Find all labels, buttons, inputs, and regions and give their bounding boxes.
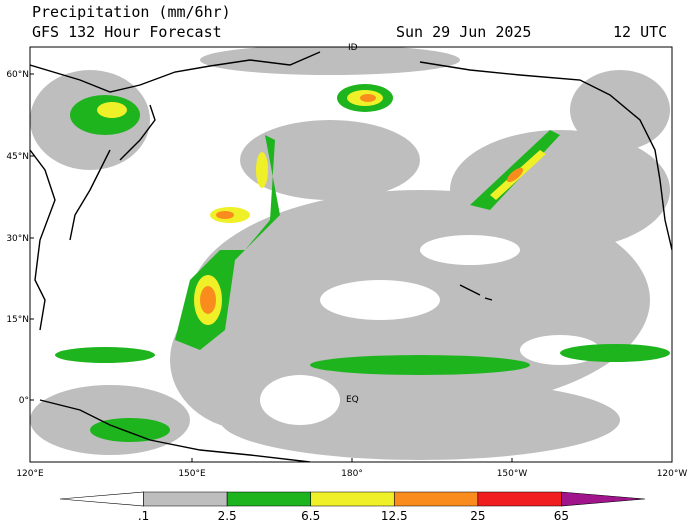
colorbar-swatch (59, 491, 144, 507)
colorbar-label: 6.5 (301, 509, 320, 523)
colorbar-label: .1 (138, 509, 149, 523)
colorbar: .1 2.5 6.5 12.5 25 65 (59, 491, 646, 523)
colorbar-label: 25 (470, 509, 485, 523)
title: Precipitation (mm/6hr) (32, 3, 231, 21)
forecast-date: Sun 29 Jun 2025 (396, 23, 531, 41)
lat-label: 30°N (6, 234, 29, 244)
map-frame (29, 46, 673, 463)
colorbar-swatch (477, 491, 562, 507)
precip-field (30, 47, 670, 460)
colorbar-label: 12.5 (381, 509, 408, 523)
lat-label: 45°N (6, 152, 29, 162)
equator-label: EQ (346, 395, 359, 405)
subtitle: GFS 132 Hour Forecast (32, 23, 222, 41)
colorbar-label: 2.5 (218, 509, 237, 523)
colorbar-label: 65 (554, 509, 569, 523)
lon-label: 150°E (178, 469, 206, 479)
map-area: ID EQ (29, 43, 673, 463)
forecast-time: 12 UTC (613, 23, 667, 41)
lat-label: 15°N (6, 315, 29, 325)
colorbar-swatch (393, 491, 479, 507)
lon-label: 150°W (497, 469, 528, 479)
lat-label: 60°N (6, 70, 29, 80)
lon-label: 180° (341, 469, 363, 479)
lat-label: 0° (19, 396, 29, 406)
colorbar-swatch (561, 491, 646, 507)
colorbar-swatch (143, 491, 228, 507)
coastlines (30, 51, 672, 462)
axes: 60°N 45°N 30°N 15°N 0° 120°E 150°E 180° 150°W 120… (6, 70, 687, 479)
lon-label: 120°E (16, 469, 44, 479)
lon-label: 120°W (657, 469, 688, 479)
dateline-label: ID (348, 43, 358, 53)
colorbar-swatch (310, 491, 395, 507)
colorbar-swatch (226, 491, 312, 507)
